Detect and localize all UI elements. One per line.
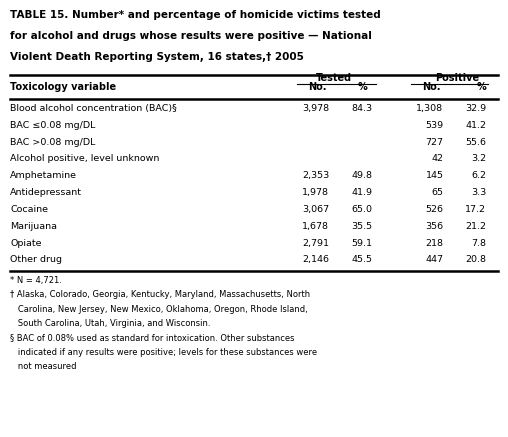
Text: 17.2: 17.2: [465, 205, 486, 214]
Text: 21.2: 21.2: [465, 222, 486, 231]
Text: Antidepressant: Antidepressant: [10, 188, 82, 197]
Text: 49.8: 49.8: [352, 171, 372, 180]
Text: 59.1: 59.1: [352, 239, 372, 248]
Text: 2,146: 2,146: [302, 255, 329, 264]
Text: 35.5: 35.5: [351, 222, 372, 231]
Text: 65.0: 65.0: [352, 205, 372, 214]
Text: Carolina, New Jersey, New Mexico, Oklahoma, Oregon, Rhode Island,: Carolina, New Jersey, New Mexico, Oklaho…: [10, 305, 308, 314]
Text: indicated if any results were positive; levels for these substances were: indicated if any results were positive; …: [10, 348, 318, 357]
Text: 539: 539: [425, 121, 443, 130]
Text: 1,678: 1,678: [302, 222, 329, 231]
Text: %: %: [476, 82, 486, 92]
Text: for alcohol and drugs whose results were positive — National: for alcohol and drugs whose results were…: [10, 31, 372, 41]
Text: BAC ≤0.08 mg/DL: BAC ≤0.08 mg/DL: [10, 121, 96, 130]
Text: 3,067: 3,067: [302, 205, 329, 214]
Text: 2,791: 2,791: [302, 239, 329, 248]
Text: 65: 65: [431, 188, 443, 197]
Text: South Carolina, Utah, Virginia, and Wisconsin.: South Carolina, Utah, Virginia, and Wisc…: [10, 319, 211, 328]
Text: * N = 4,721.: * N = 4,721.: [10, 276, 62, 285]
Text: BAC >0.08 mg/DL: BAC >0.08 mg/DL: [10, 138, 96, 147]
Text: Cocaine: Cocaine: [10, 205, 48, 214]
Text: not measured: not measured: [10, 362, 77, 371]
Text: 3.2: 3.2: [471, 154, 486, 163]
Text: Blood alcohol concentration (BAC)§: Blood alcohol concentration (BAC)§: [10, 104, 177, 113]
Text: 7.8: 7.8: [471, 239, 486, 248]
Text: 20.8: 20.8: [465, 255, 486, 264]
Text: 41.2: 41.2: [465, 121, 486, 130]
Text: 727: 727: [426, 138, 443, 147]
Text: Marijuana: Marijuana: [10, 222, 57, 231]
Text: 3,978: 3,978: [302, 104, 329, 113]
Text: § BAC of 0.08% used as standard for intoxication. Other substances: § BAC of 0.08% used as standard for into…: [10, 333, 295, 343]
Text: 84.3: 84.3: [351, 104, 372, 113]
Text: Opiate: Opiate: [10, 239, 42, 248]
Text: 218: 218: [426, 239, 443, 248]
Text: 45.5: 45.5: [352, 255, 372, 264]
Text: † Alaska, Colorado, Georgia, Kentucky, Maryland, Massachusetts, North: † Alaska, Colorado, Georgia, Kentucky, M…: [10, 290, 310, 299]
Text: No.: No.: [308, 82, 327, 92]
Text: TABLE 15. Number* and percentage of homicide victims tested: TABLE 15. Number* and percentage of homi…: [10, 10, 381, 20]
Text: Other drug: Other drug: [10, 255, 62, 264]
Text: 42: 42: [431, 154, 443, 163]
Text: Positive: Positive: [435, 73, 479, 83]
Text: 356: 356: [425, 222, 443, 231]
Text: 2,353: 2,353: [302, 171, 329, 180]
Text: Tested: Tested: [316, 73, 352, 83]
Text: Toxicology variable: Toxicology variable: [10, 82, 116, 92]
Text: 447: 447: [426, 255, 443, 264]
Text: 55.6: 55.6: [465, 138, 486, 147]
Text: Amphetamine: Amphetamine: [10, 171, 77, 180]
Text: 32.9: 32.9: [465, 104, 486, 113]
Text: Alcohol positive, level unknown: Alcohol positive, level unknown: [10, 154, 160, 163]
Text: 3.3: 3.3: [471, 188, 486, 197]
Text: 526: 526: [426, 205, 443, 214]
Text: Violent Death Reporting System, 16 states,† 2005: Violent Death Reporting System, 16 state…: [10, 52, 304, 62]
Text: 6.2: 6.2: [471, 171, 486, 180]
Text: 1,308: 1,308: [417, 104, 443, 113]
Text: 1,978: 1,978: [302, 188, 329, 197]
Text: No.: No.: [423, 82, 441, 92]
Text: 145: 145: [426, 171, 443, 180]
Text: %: %: [357, 82, 367, 92]
Text: 41.9: 41.9: [352, 188, 372, 197]
